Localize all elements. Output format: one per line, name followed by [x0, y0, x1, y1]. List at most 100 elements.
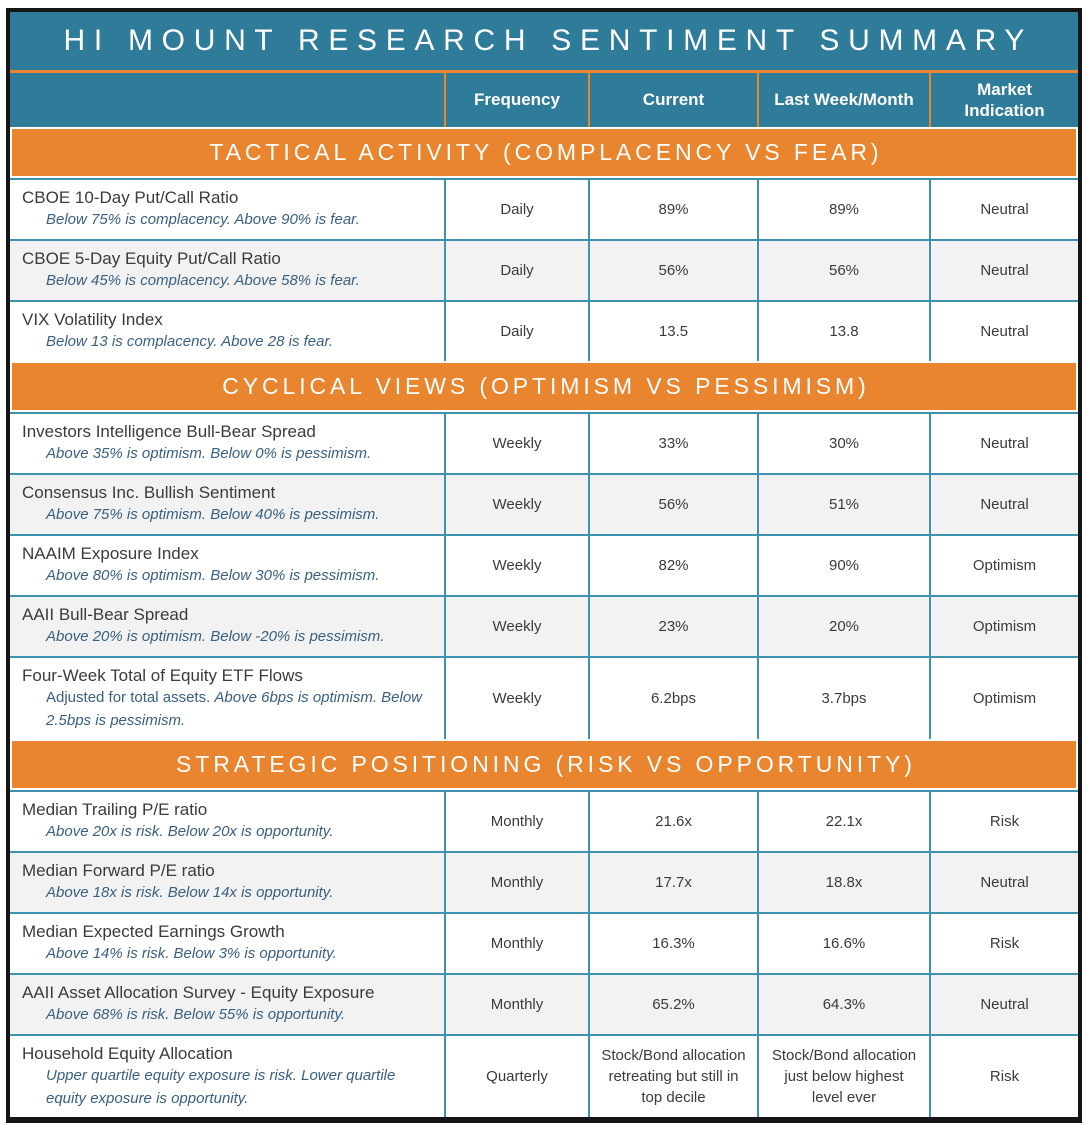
last-week-month-cell: 20% [757, 597, 929, 656]
indicator-title: Median Expected Earnings Growth [22, 922, 285, 942]
frequency-cell: Monthly [444, 975, 588, 1035]
last-week-month-cell: 30% [757, 414, 929, 473]
indicator-note: Above 14% is risk. Below 3% is opportuni… [22, 943, 337, 966]
current-cell: 89% [588, 180, 757, 239]
column-header-indicator [10, 73, 444, 127]
frequency-cell: Quarterly [444, 1036, 588, 1118]
table-row: VIX Volatility Index Below 13 is complace… [10, 300, 1078, 361]
market-indication-cell: Neutral [929, 302, 1078, 361]
last-week-month-cell: Stock/Bond allocation just below highest… [757, 1036, 929, 1118]
indicator-note-italic: Above 75% is optimism. Below 40% is pess… [46, 506, 380, 524]
table-body: TACTICAL ACTIVITY (COMPLACENCY VS FEAR) C… [10, 129, 1078, 1118]
frequency-cell: Weekly [444, 475, 588, 534]
indicator-note-italic: Above 68% is risk. Below 55% is opportun… [46, 1006, 346, 1024]
report-title: HI MOUNT RESEARCH SENTIMENT SUMMARY [63, 24, 1034, 57]
indicator-note-italic: Below 45% is complacency. Above 58% is f… [46, 272, 360, 290]
table-row: NAAIM Exposure Index Above 80% is optimis… [10, 534, 1078, 595]
indicator-note: Upper quartile equity exposure is risk. … [22, 1065, 434, 1110]
indicator-title: Household Equity Allocation [22, 1044, 233, 1064]
section-heading: CYCLICAL VIEWS (OPTIMISM VS PESSIMISM) [12, 363, 1076, 410]
column-header-market-indication: Market Indication [929, 73, 1078, 127]
table-row: CBOE 5-Day Equity Put/Call Ratio Below 45… [10, 239, 1078, 300]
indicator-cell: VIX Volatility Index Below 13 is complace… [10, 302, 444, 361]
indicator-note: Below 75% is complacency. Above 90% is f… [22, 209, 360, 232]
current-cell: 82% [588, 536, 757, 595]
column-header-last-week-month: Last Week/Month [757, 73, 929, 127]
table-row: Investors Intelligence Bull-Bear Spread A… [10, 412, 1078, 473]
market-indication-cell: Neutral [929, 241, 1078, 300]
table-row: Consensus Inc. Bullish Sentiment Above 75… [10, 473, 1078, 534]
indicator-note-plain: Adjusted for total assets. [46, 689, 215, 707]
last-week-month-cell: 13.8 [757, 302, 929, 361]
market-indication-cell: Risk [929, 792, 1078, 852]
indicator-note: Above 20% is optimism. Below -20% is pes… [22, 626, 384, 649]
indicator-cell: Median Forward P/E ratio Above 18x is ris… [10, 853, 444, 912]
market-indication-cell: Optimism [929, 597, 1078, 656]
indicator-note: Above 75% is optimism. Below 40% is pess… [22, 504, 379, 527]
indicator-cell: Investors Intelligence Bull-Bear Spread A… [10, 414, 444, 473]
indicator-note-italic: Upper quartile equity exposure is risk. … [46, 1067, 396, 1107]
table-row: AAII Asset Allocation Survey - Equity Ex… [10, 973, 1078, 1035]
indicator-note-italic: Above 20% is optimism. Below -20% is pes… [46, 628, 385, 646]
frequency-cell: Monthly [444, 792, 588, 852]
indicator-note-italic: Above 6bps is optimism. Below 2.5bps is … [46, 689, 423, 729]
indicator-note-italic: Above 18x is risk. Below 14x is opportun… [46, 884, 334, 902]
frequency-cell: Weekly [444, 536, 588, 595]
market-indication-cell: Optimism [929, 658, 1078, 740]
market-indication-cell: Risk [929, 914, 1078, 974]
indicator-title: Median Trailing P/E ratio [22, 800, 208, 820]
current-cell: 21.6x [588, 792, 757, 852]
market-indication-cell: Risk [929, 1036, 1078, 1118]
market-indication-cell: Neutral [929, 414, 1078, 473]
indicator-note-italic: Above 80% is optimism. Below 30% is pess… [46, 567, 380, 585]
last-week-month-cell: 3.7bps [757, 658, 929, 740]
indicator-cell: NAAIM Exposure Index Above 80% is optimis… [10, 536, 444, 595]
table-row: Four-Week Total of Equity ETF Flows Adjus… [10, 656, 1078, 740]
table-row: Household Equity Allocation Upper quartil… [10, 1034, 1078, 1118]
table-row: Median Forward P/E ratio Above 18x is ris… [10, 851, 1078, 913]
indicator-note: Above 20x is risk. Below 20x is opportun… [22, 821, 333, 844]
current-cell: Stock/Bond allocation retreating but sti… [588, 1036, 757, 1118]
frequency-cell: Monthly [444, 914, 588, 974]
indicator-title: VIX Volatility Index [22, 310, 163, 330]
report-frame: HI MOUNT RESEARCH SENTIMENT SUMMARY Freq… [6, 8, 1082, 1124]
last-week-month-cell: 64.3% [757, 975, 929, 1035]
market-indication-cell: Optimism [929, 536, 1078, 595]
market-indication-cell: Neutral [929, 853, 1078, 913]
current-cell: 56% [588, 241, 757, 300]
indicator-cell: Consensus Inc. Bullish Sentiment Above 75… [10, 475, 444, 534]
last-week-month-cell: 51% [757, 475, 929, 534]
column-header-current: Current [588, 73, 757, 127]
frequency-cell: Weekly [444, 597, 588, 656]
indicator-title: Investors Intelligence Bull-Bear Spread [22, 422, 316, 442]
current-cell: 13.5 [588, 302, 757, 361]
indicator-note: Below 13 is complacency. Above 28 is fea… [22, 331, 333, 354]
indicator-note: Above 18x is risk. Below 14x is opportun… [22, 882, 333, 905]
frequency-cell: Daily [444, 180, 588, 239]
indicator-note: Below 45% is complacency. Above 58% is f… [22, 270, 360, 293]
indicator-title: CBOE 5-Day Equity Put/Call Ratio [22, 249, 281, 269]
current-cell: 16.3% [588, 914, 757, 974]
indicator-title: Four-Week Total of Equity ETF Flows [22, 666, 303, 685]
current-cell: 6.2bps [588, 658, 757, 740]
table-row: Median Trailing P/E ratio Above 20x is ri… [10, 790, 1078, 852]
last-week-month-cell: 22.1x [757, 792, 929, 852]
indicator-note-italic: Above 20x is risk. Below 20x is opportun… [46, 823, 334, 841]
table-row: Median Expected Earnings Growth Above 14%… [10, 912, 1078, 974]
current-cell: 23% [588, 597, 757, 656]
market-indication-cell: Neutral [929, 975, 1078, 1035]
frequency-cell: Daily [444, 302, 588, 361]
indicator-title: AAII Bull-Bear Spread [22, 605, 189, 625]
indicator-cell: CBOE 5-Day Equity Put/Call Ratio Below 45… [10, 241, 444, 300]
indicator-title: CBOE 10-Day Put/Call Ratio [22, 188, 239, 208]
current-cell: 17.7x [588, 853, 757, 913]
indicator-cell: Median Trailing P/E ratio Above 20x is ri… [10, 792, 444, 851]
column-header-row: Frequency Current Last Week/Month Market… [10, 73, 1078, 127]
last-week-month-cell: 16.6% [757, 914, 929, 974]
frequency-cell: Daily [444, 241, 588, 300]
indicator-note: Above 68% is risk. Below 55% is opportun… [22, 1004, 345, 1027]
frequency-cell: Monthly [444, 853, 588, 913]
indicator-cell: AAII Bull-Bear Spread Above 20% is optimi… [10, 597, 444, 656]
indicator-cell: Household Equity Allocation Upper quartil… [10, 1036, 444, 1117]
